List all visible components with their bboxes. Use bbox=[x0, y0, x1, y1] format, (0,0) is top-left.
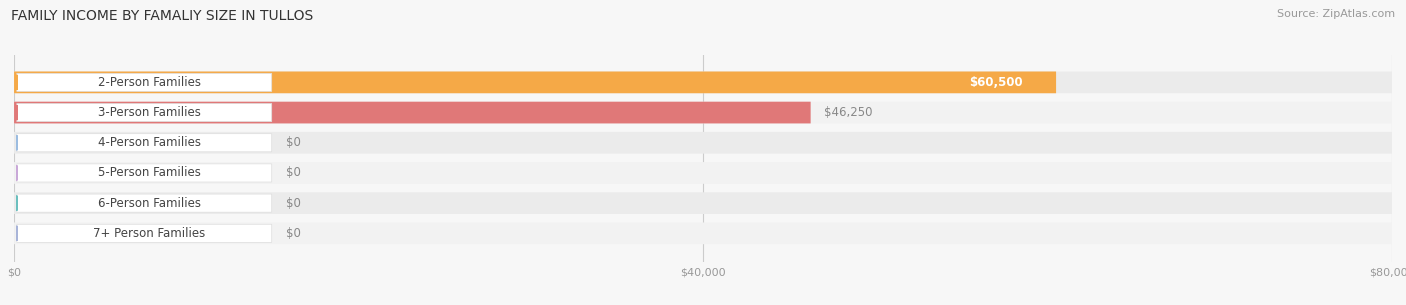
FancyBboxPatch shape bbox=[14, 222, 1392, 244]
Text: 5-Person Families: 5-Person Families bbox=[98, 167, 201, 179]
Text: 2-Person Families: 2-Person Families bbox=[98, 76, 201, 89]
Text: 7+ Person Families: 7+ Person Families bbox=[93, 227, 205, 240]
FancyBboxPatch shape bbox=[14, 71, 1392, 93]
Text: Source: ZipAtlas.com: Source: ZipAtlas.com bbox=[1277, 9, 1395, 19]
FancyBboxPatch shape bbox=[17, 194, 271, 212]
Text: 4-Person Families: 4-Person Families bbox=[98, 136, 201, 149]
Text: FAMILY INCOME BY FAMALIY SIZE IN TULLOS: FAMILY INCOME BY FAMALIY SIZE IN TULLOS bbox=[11, 9, 314, 23]
FancyBboxPatch shape bbox=[14, 102, 1392, 124]
Text: 6-Person Families: 6-Person Families bbox=[98, 197, 201, 210]
FancyBboxPatch shape bbox=[17, 164, 271, 182]
Text: $60,500: $60,500 bbox=[969, 76, 1024, 89]
FancyBboxPatch shape bbox=[17, 73, 271, 92]
FancyBboxPatch shape bbox=[17, 134, 271, 152]
Text: $0: $0 bbox=[285, 227, 301, 240]
Text: $0: $0 bbox=[285, 167, 301, 179]
FancyBboxPatch shape bbox=[14, 192, 1392, 214]
FancyBboxPatch shape bbox=[17, 224, 271, 242]
FancyBboxPatch shape bbox=[14, 132, 1392, 154]
FancyBboxPatch shape bbox=[14, 162, 1392, 184]
Text: 3-Person Families: 3-Person Families bbox=[98, 106, 201, 119]
Text: $0: $0 bbox=[285, 136, 301, 149]
FancyBboxPatch shape bbox=[945, 75, 1047, 89]
Text: $0: $0 bbox=[285, 197, 301, 210]
FancyBboxPatch shape bbox=[14, 102, 811, 124]
FancyBboxPatch shape bbox=[17, 103, 271, 122]
Text: $46,250: $46,250 bbox=[824, 106, 873, 119]
FancyBboxPatch shape bbox=[14, 71, 1056, 93]
